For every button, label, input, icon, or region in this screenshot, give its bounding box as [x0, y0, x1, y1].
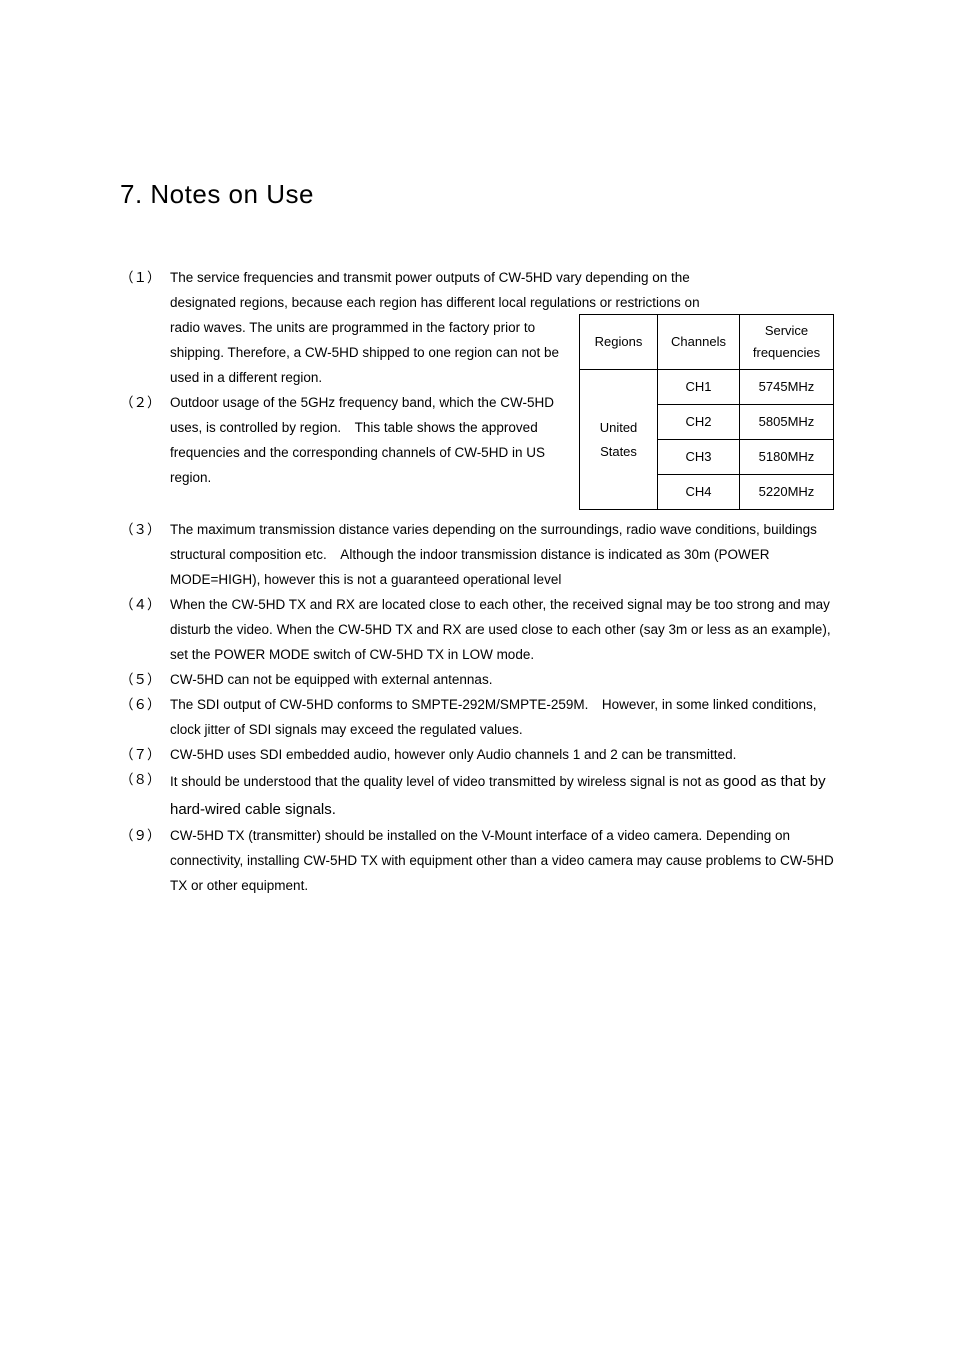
note-4: （４） When the CW-5HD TX and RX are locate… — [120, 593, 834, 668]
note-3: （３） The maximum transmission distance va… — [120, 518, 834, 593]
note-1-cont: designated regions, because each region … — [120, 291, 834, 316]
note-marker: （３） — [120, 518, 161, 543]
note-text: The service frequencies and transmit pow… — [170, 270, 690, 285]
th-channels: Channels — [658, 315, 740, 370]
section-title: 7. Notes on Use — [120, 170, 834, 218]
note-marker: （９） — [120, 824, 161, 849]
note-marker: （７） — [120, 743, 161, 768]
note-text: When the CW-5HD TX and RX are located cl… — [170, 597, 831, 662]
td-frequency: 5220MHz — [740, 475, 834, 510]
note-marker: （８） — [120, 768, 161, 793]
note-7: （７） CW-5HD uses SDI embedded audio, howe… — [120, 743, 834, 768]
note-2: （２） Outdoor usage of the 5GHz frequency … — [120, 391, 834, 441]
note-marker: （６） — [120, 693, 161, 718]
note-text: Outdoor usage of the 5GHz frequency band… — [170, 395, 554, 435]
note-text: CW-5HD uses SDI embedded audio, however … — [170, 747, 736, 762]
note-marker: （５） — [120, 668, 161, 693]
th-service: Service frequencies — [740, 315, 834, 370]
note-text: frequencies and the corresponding channe… — [170, 445, 545, 485]
note-5: （５） CW-5HD can not be equipped with exte… — [120, 668, 834, 693]
note-marker: （４） — [120, 593, 161, 618]
note-9: （９） CW-5HD TX (transmitter) should be in… — [120, 824, 834, 899]
note-marker: （２） — [120, 391, 161, 416]
note-text: designated regions, because each region … — [170, 295, 700, 310]
note-text: CW-5HD can not be equipped with external… — [170, 672, 492, 687]
td-frequency: 5180MHz — [740, 440, 834, 475]
note-text: The SDI output of CW-5HD conforms to SMP… — [170, 697, 817, 737]
notes-content: （１） The service frequencies and transmit… — [120, 266, 834, 898]
note-text: The maximum transmission distance varies… — [170, 522, 817, 587]
note-8: （８） It should be understood that the qua… — [120, 768, 834, 824]
note-marker: （１） — [120, 266, 161, 291]
note-1: （１） The service frequencies and transmit… — [120, 266, 834, 291]
td-channel: CH4 — [658, 475, 740, 510]
note-6: （６） The SDI output of CW-5HD conforms to… — [120, 693, 834, 743]
note-text: CW-5HD TX (transmitter) should be instal… — [170, 828, 834, 893]
note-text: radio waves. The units are programmed in… — [170, 320, 559, 385]
note-text: It should be understood that the quality… — [170, 774, 723, 789]
th-regions: Regions — [580, 315, 658, 370]
td-channel: CH3 — [658, 440, 740, 475]
